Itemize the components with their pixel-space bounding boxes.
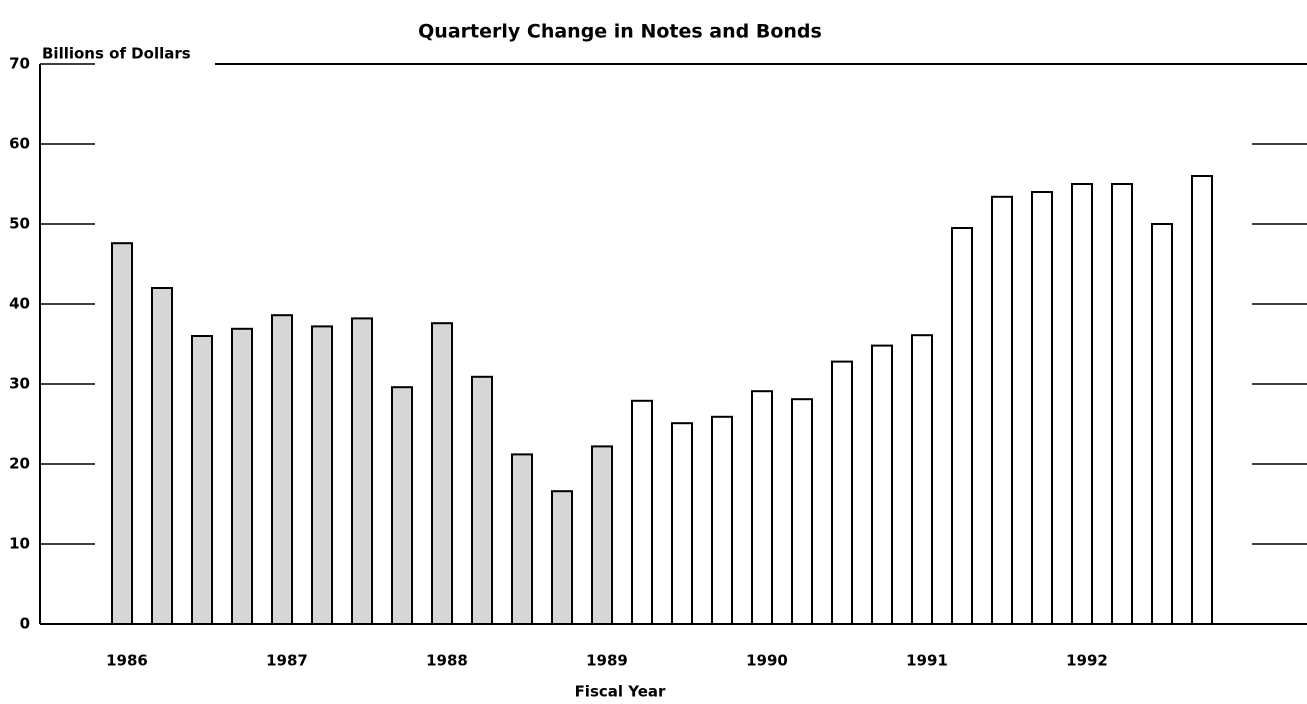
bar xyxy=(871,344,893,625)
bar xyxy=(831,360,853,625)
bar xyxy=(671,422,693,626)
x-tick-label: 1990 xyxy=(746,652,788,670)
x-tick-label: 1992 xyxy=(1066,652,1108,670)
y-tick-label: 30 xyxy=(9,375,30,393)
y-tick-label: 60 xyxy=(9,135,30,153)
bar xyxy=(471,375,493,625)
bar xyxy=(191,335,213,625)
bar xyxy=(751,390,773,626)
bar xyxy=(1111,183,1133,625)
bar xyxy=(111,242,133,625)
bar xyxy=(1031,191,1053,625)
bar xyxy=(351,317,373,625)
x-tick-label: 1991 xyxy=(906,652,948,670)
bar xyxy=(271,314,293,625)
bar xyxy=(511,453,533,625)
bar xyxy=(1071,183,1093,625)
y-tick-label: 70 xyxy=(9,55,30,73)
y-tick-label: 10 xyxy=(9,535,30,553)
bar xyxy=(711,415,733,625)
x-tick-label: 1986 xyxy=(106,652,148,670)
x-tick-label: 1988 xyxy=(426,652,468,670)
y-tick-label: 20 xyxy=(9,455,30,473)
bar xyxy=(551,490,573,626)
bar xyxy=(231,327,253,625)
x-tick-label: 1987 xyxy=(266,652,308,670)
bar xyxy=(911,334,933,625)
bar xyxy=(951,227,973,625)
bar xyxy=(631,399,653,625)
bar xyxy=(311,325,333,625)
y-tick-label: 50 xyxy=(9,215,30,233)
chart-title: Quarterly Change in Notes and Bonds xyxy=(418,21,822,43)
bar xyxy=(151,287,173,625)
x-tick-label: 1989 xyxy=(586,652,628,670)
bar xyxy=(1151,223,1173,625)
bar xyxy=(431,322,453,625)
y-tick-label: 0 xyxy=(20,615,30,633)
bar xyxy=(791,398,813,626)
y-tick-label: 40 xyxy=(9,295,30,313)
bar xyxy=(391,386,413,626)
x-axis-label: Fiscal Year xyxy=(575,683,666,701)
bar xyxy=(1191,175,1213,625)
bar xyxy=(991,195,1013,626)
bar xyxy=(591,445,613,625)
y-axis-label: Billions of Dollars xyxy=(42,45,191,63)
